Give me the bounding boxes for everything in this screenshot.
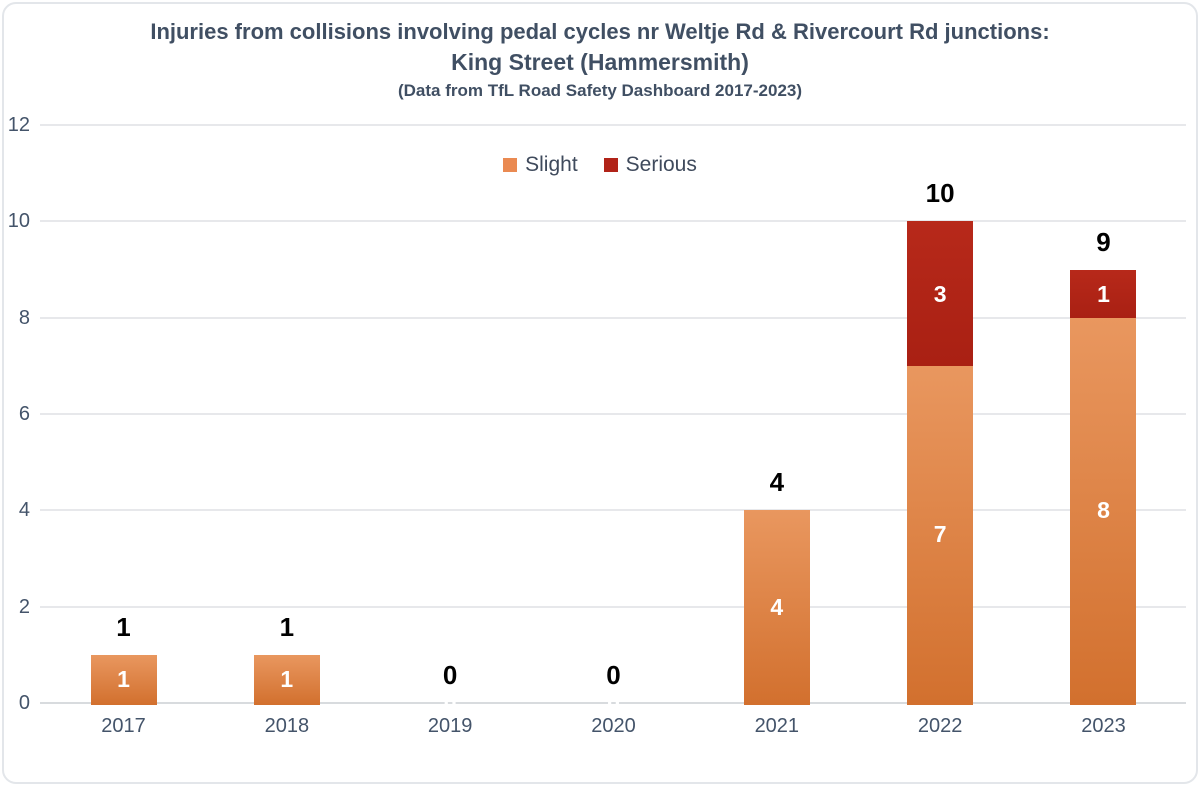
gridline-y12 <box>40 124 1186 126</box>
gridline-y6 <box>40 413 1186 415</box>
bar-value-label: 1 <box>1097 280 1110 307</box>
chart-title-line1: Injuries from collisions involving pedal… <box>150 19 1050 44</box>
bar-segment-slight-2021 <box>743 510 810 705</box>
bar-value-label: 1 <box>117 665 130 692</box>
legend-label: Slight <box>525 153 578 176</box>
y-axis-label-6: 6 <box>18 403 30 425</box>
total-value-label: 1 <box>116 611 131 642</box>
y-axis-label-8: 8 <box>18 306 30 329</box>
total-value-label: 9 <box>1096 226 1111 257</box>
x-axis-line <box>40 702 1186 704</box>
x-axis-label-2018: 2018 <box>264 715 310 737</box>
y-axis-label-12: 12 <box>7 114 30 136</box>
bar-value-label: 4 <box>770 593 784 620</box>
bar-segment-serious-2022 <box>907 221 974 366</box>
legend-item-slight: Slight <box>503 153 578 177</box>
bar-value-label: 3 <box>933 280 947 307</box>
gridline-y2 <box>40 605 1186 608</box>
total-value-label: 0 <box>606 660 621 690</box>
x-axis-label-2019: 2019 <box>427 715 473 737</box>
x-axis-label-2021: 2021 <box>754 715 800 737</box>
y-axis-label-0: 0 <box>18 692 30 714</box>
legend-label: Serious <box>625 153 697 176</box>
y-axis-label-10: 10 <box>7 210 30 233</box>
legend-item-serious: Serious <box>603 153 697 177</box>
bar-segment-slight-2017 <box>90 654 157 705</box>
x-axis-label-2022: 2022 <box>917 715 963 737</box>
bar-value-label: 7 <box>933 521 947 548</box>
zero-value-label: 0 <box>607 690 620 716</box>
total-value-label: 1 <box>279 611 295 642</box>
legend: Slight Serious <box>0 151 1200 179</box>
x-axis-label-2023: 2023 <box>1081 715 1126 737</box>
gridline-y8 <box>40 316 1186 319</box>
gridline-y4 <box>40 509 1186 512</box>
zero-value-label: 0 <box>443 690 457 716</box>
total-value-label: 4 <box>769 467 785 498</box>
bar-segment-serious-2023 <box>1070 269 1137 318</box>
legend-swatch-serious <box>603 158 618 172</box>
chart-title-line2: King Street (Hammersmith) <box>451 49 749 75</box>
y-axis-label-2: 2 <box>18 595 30 618</box>
total-value-label: 10 <box>925 178 955 209</box>
total-value-label: 0 <box>442 660 458 690</box>
bar-segment-slight-2018 <box>253 654 320 705</box>
chart-subtitle: (Data from TfL Road Safety Dashboard 201… <box>397 81 803 100</box>
bar-segment-slight-2023 <box>1070 317 1137 705</box>
bar-segment-slight-2022 <box>907 365 974 705</box>
bar-value-label: 1 <box>280 665 294 692</box>
y-axis-label-4: 4 <box>18 499 30 522</box>
bar-value-label: 8 <box>1097 497 1110 524</box>
x-axis-label-2017: 2017 <box>101 715 146 737</box>
legend-swatch-slight <box>503 158 518 172</box>
gridline-y10 <box>40 220 1186 223</box>
x-axis-label-2020: 2020 <box>591 715 636 737</box>
